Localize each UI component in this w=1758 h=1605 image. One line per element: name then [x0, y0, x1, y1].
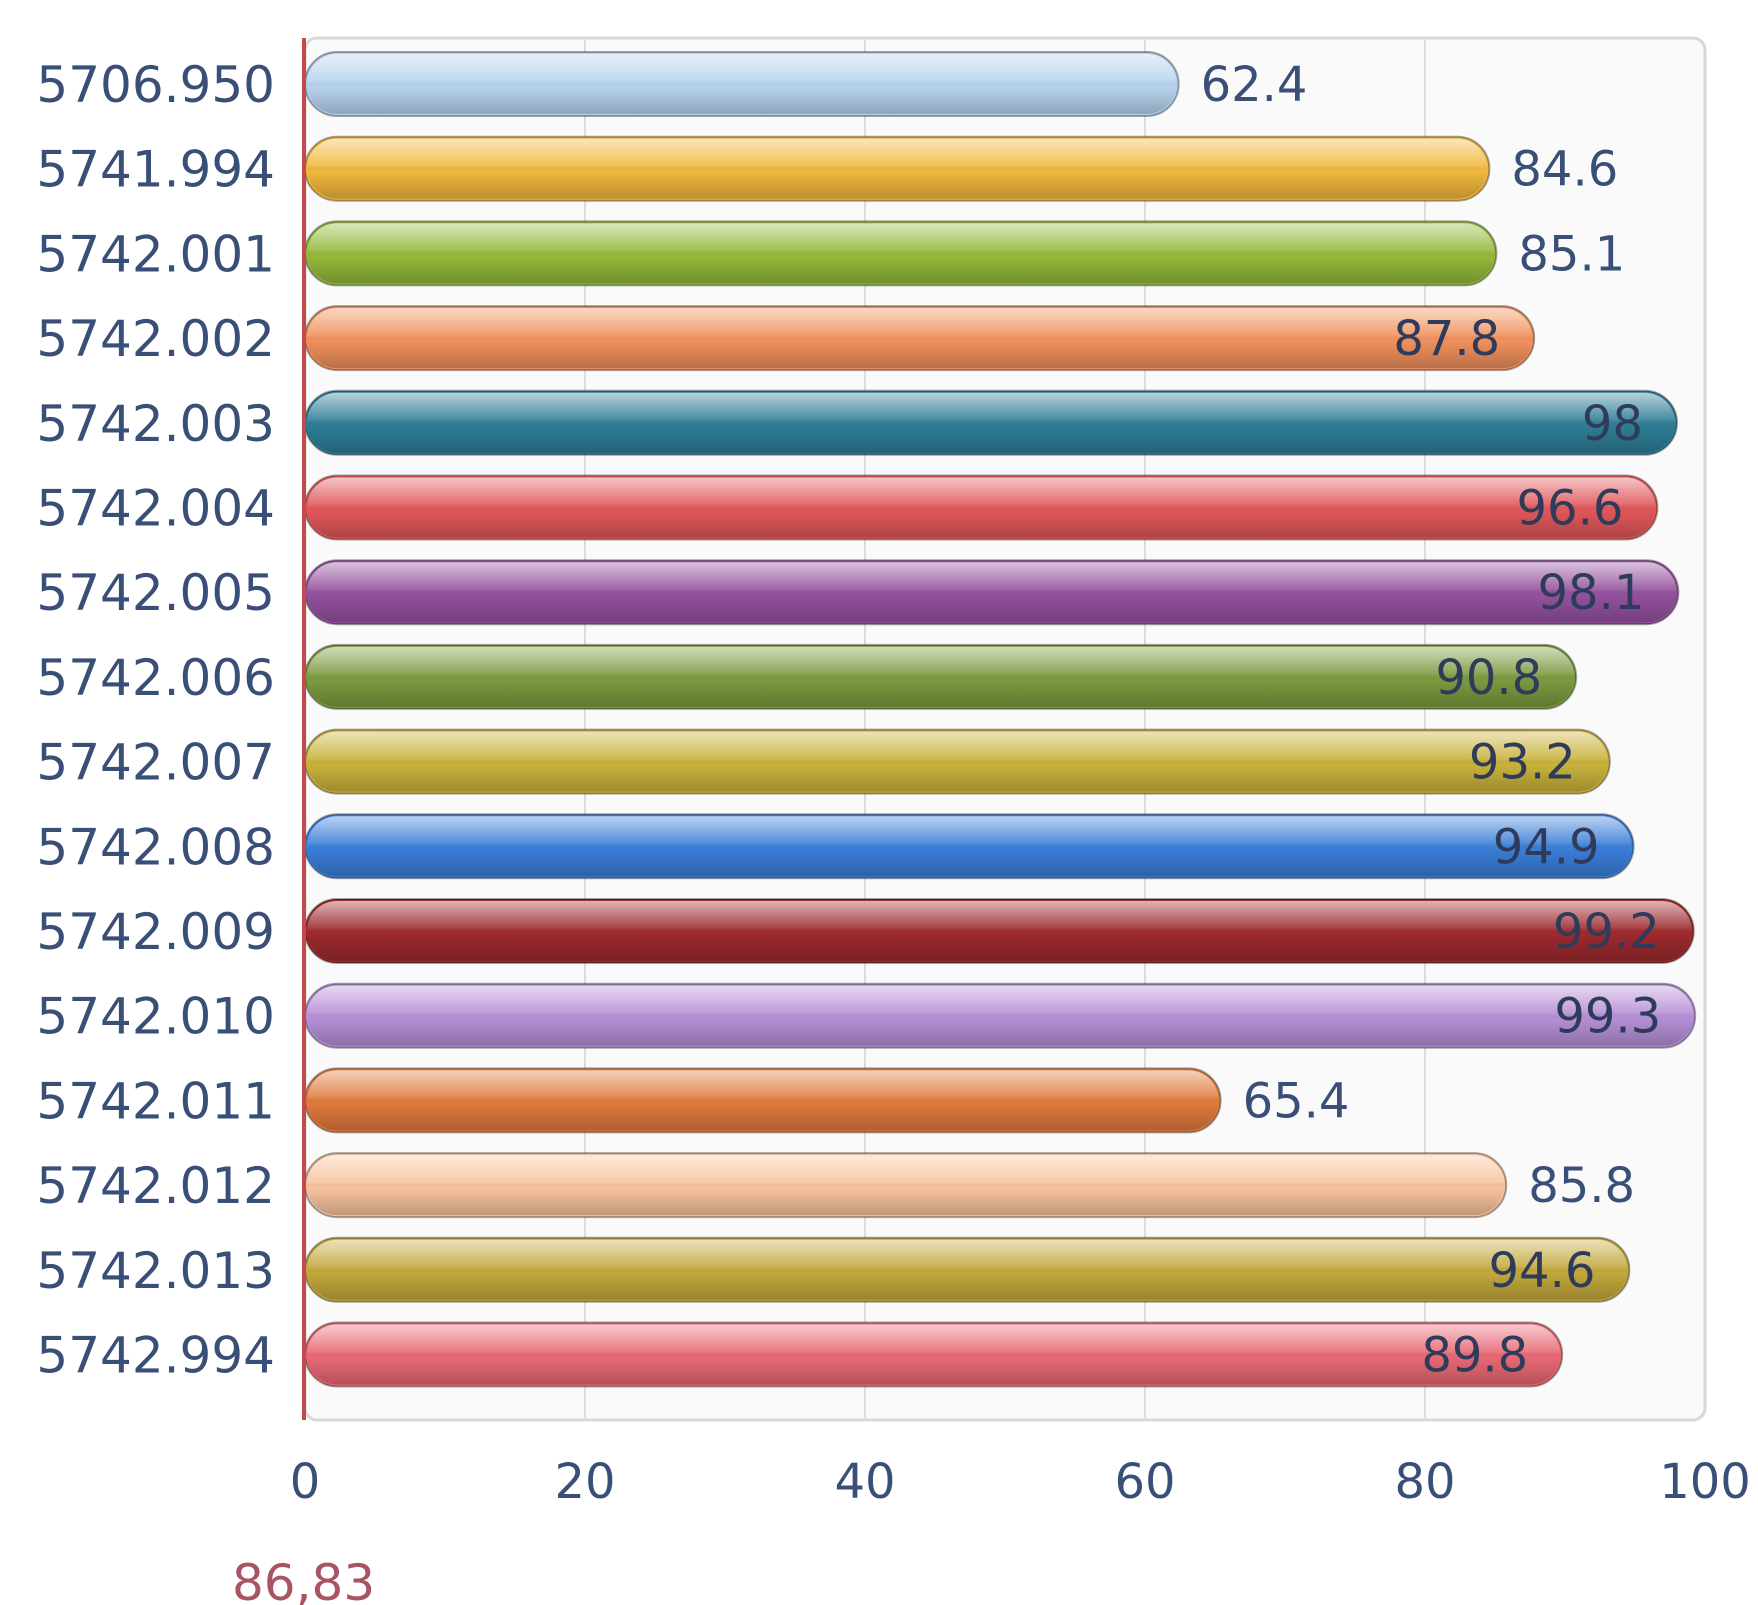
bar-gloss — [307, 901, 1692, 961]
value-label: 87.8 — [1393, 311, 1500, 367]
value-label: 94.6 — [1489, 1243, 1596, 1299]
value-label: 85.1 — [1518, 226, 1625, 282]
value-label: 98 — [1582, 396, 1643, 452]
bar-gloss — [307, 1155, 1505, 1216]
footnote: 86,83 — [232, 1554, 375, 1605]
bar-gloss — [307, 1324, 1561, 1385]
value-label: 94.9 — [1493, 819, 1600, 875]
value-label: 98.1 — [1538, 565, 1645, 621]
category-label: 5742.008 — [36, 818, 275, 876]
value-label: 84.6 — [1511, 142, 1618, 198]
bar-group: 96.6 — [304, 474, 1659, 541]
bar-gloss — [307, 646, 1575, 707]
category-label: 5742.010 — [36, 988, 275, 1046]
x-tick-label: 0 — [290, 1454, 321, 1510]
x-tick-label: 100 — [1659, 1454, 1751, 1510]
bar-gloss — [307, 1070, 1219, 1131]
category-label: 5742.001 — [36, 225, 275, 283]
category-label: 5742.005 — [36, 564, 275, 622]
bar-group: 93.2 — [304, 728, 1611, 795]
bar-gloss — [307, 731, 1608, 792]
bar-group: 62.4 — [304, 51, 1308, 117]
category-label: 5742.011 — [36, 1072, 275, 1130]
bar-gloss — [307, 562, 1677, 623]
bar-gloss — [307, 392, 1675, 453]
category-labels: 5706.950 5741.994 5742.001 5742.002 5742.003… — [36, 56, 275, 1385]
value-label: 85.8 — [1528, 1158, 1635, 1214]
bar-group: 84.6 — [304, 135, 1618, 202]
bar-gloss — [307, 1239, 1628, 1300]
value-label: 90.8 — [1435, 650, 1542, 706]
bar-gloss — [307, 477, 1656, 538]
category-label: 5742.012 — [36, 1157, 275, 1215]
category-label: 5742.994 — [36, 1327, 275, 1385]
bar-group: 98.1 — [304, 559, 1680, 626]
bar-group: 65.4 — [304, 1067, 1350, 1134]
category-label: 5742.003 — [36, 395, 275, 453]
category-label: 5742.007 — [36, 734, 275, 792]
bar-group: 94.9 — [304, 813, 1635, 880]
x-tick-label: 20 — [554, 1454, 615, 1510]
category-label: 5706.950 — [36, 56, 275, 114]
category-label: 5742.009 — [36, 903, 275, 961]
bar-gloss — [307, 54, 1177, 114]
bar-group: 90.8 — [304, 643, 1578, 710]
x-tick-label: 80 — [1394, 1454, 1455, 1510]
bar-gloss — [307, 223, 1495, 284]
bar-group: 98 — [304, 389, 1678, 456]
value-label: 96.6 — [1517, 481, 1624, 537]
bar-group: 99.2 — [304, 898, 1695, 964]
x-tick-label: 40 — [834, 1454, 895, 1510]
bar-gloss — [307, 138, 1488, 199]
category-label: 5742.002 — [36, 310, 275, 368]
value-label: 89.8 — [1421, 1328, 1528, 1384]
value-label: 65.4 — [1243, 1073, 1350, 1129]
bar-group: 85.8 — [304, 1152, 1635, 1219]
x-tick-label: 60 — [1114, 1454, 1175, 1510]
bars: 62.4 84.6 85.1 87.8 98 96.6 98.1 90.8 93.2 94.9 99… — [304, 51, 1697, 1388]
bar-group: 94.6 — [304, 1236, 1631, 1303]
category-label: 5741.994 — [36, 141, 275, 199]
category-label: 5742.006 — [36, 649, 275, 707]
value-label: 62.4 — [1201, 57, 1308, 113]
value-label: 99.2 — [1553, 904, 1660, 960]
bar-group: 87.8 — [304, 305, 1536, 372]
bar-group: 99.3 — [304, 982, 1697, 1049]
value-label: 93.2 — [1469, 735, 1576, 791]
bar-gloss — [307, 985, 1694, 1046]
bar-group: 89.8 — [304, 1321, 1564, 1388]
x-tick-labels: 0 20 40 60 80 100 — [290, 1454, 1751, 1510]
value-label: 99.3 — [1554, 989, 1661, 1045]
category-label: 5742.004 — [36, 480, 275, 538]
bar-gloss — [307, 308, 1533, 369]
bar-group: 85.1 — [304, 220, 1625, 287]
category-label: 5742.013 — [36, 1242, 275, 1300]
bar-gloss — [307, 816, 1632, 877]
